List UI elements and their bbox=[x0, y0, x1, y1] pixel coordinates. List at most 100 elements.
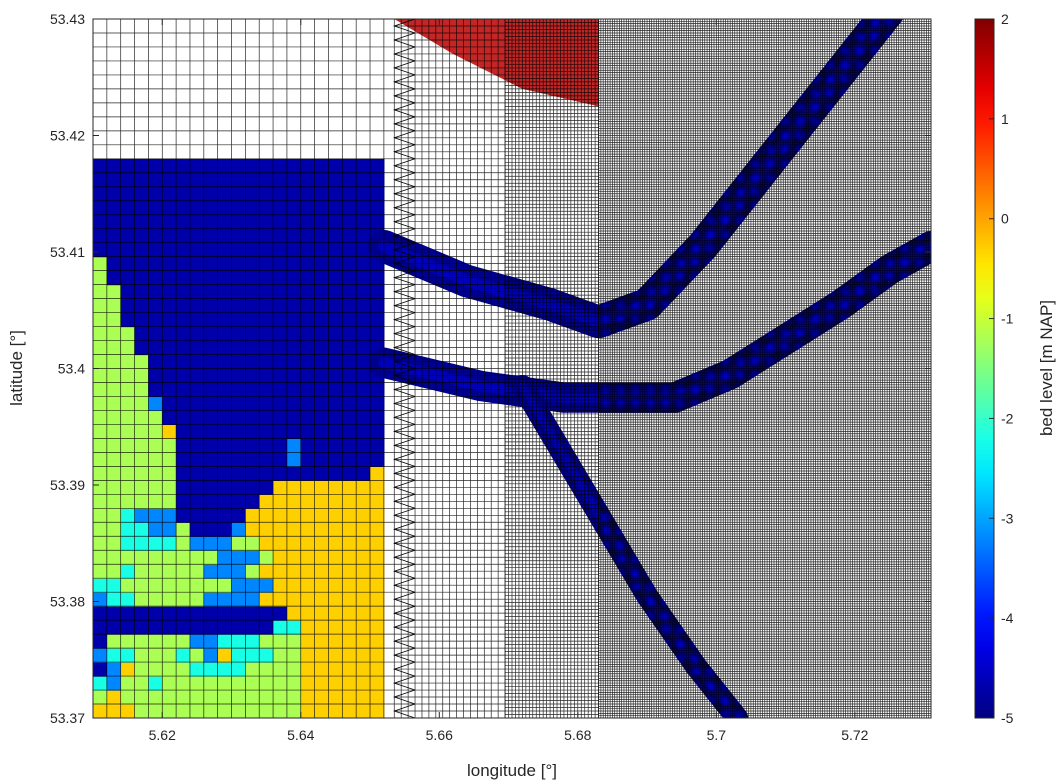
bed-level-cell bbox=[314, 536, 330, 551]
bed-level-cell bbox=[93, 214, 108, 230]
bed-level-cell bbox=[203, 522, 219, 537]
bed-level-cell bbox=[231, 410, 246, 426]
bed-level-cell bbox=[356, 312, 371, 328]
bed-level-cell bbox=[342, 340, 357, 356]
bed-level-cell bbox=[231, 200, 246, 216]
bed-level-cell bbox=[134, 242, 149, 258]
bed-level-cell bbox=[93, 438, 108, 453]
bed-level-cell bbox=[106, 606, 122, 621]
bed-level-cell bbox=[93, 186, 108, 202]
bed-level-cell bbox=[300, 312, 316, 328]
bed-level-cell bbox=[328, 368, 343, 384]
bed-level-cell bbox=[189, 200, 205, 216]
bed-level-cell bbox=[259, 256, 274, 272]
bed-level-cell bbox=[356, 298, 371, 314]
bed-level-cell bbox=[328, 186, 343, 202]
bed-level-cell bbox=[217, 536, 233, 551]
bed-level-cell bbox=[286, 424, 302, 439]
bed-level-cell bbox=[286, 648, 302, 663]
bed-level-cell bbox=[106, 578, 122, 593]
bed-level-cell bbox=[300, 158, 316, 174]
bed-level-cell bbox=[342, 564, 357, 579]
bed-level-cell bbox=[203, 648, 219, 663]
bed-level-cell bbox=[189, 298, 205, 314]
bed-level-cell bbox=[300, 508, 316, 523]
bed-level-cell bbox=[286, 186, 302, 202]
bed-level-cell bbox=[106, 312, 122, 328]
mesh-zone bbox=[598, 19, 931, 718]
bed-level-cell bbox=[300, 634, 316, 649]
bed-level-cell bbox=[356, 200, 371, 216]
bed-level-cell bbox=[120, 242, 136, 258]
colorbar-tick-label: -2 bbox=[1001, 410, 1014, 426]
bed-level-cell bbox=[106, 382, 122, 398]
bed-level-cell bbox=[106, 228, 122, 244]
bed-level-cell bbox=[203, 298, 219, 314]
bed-level-cell bbox=[259, 340, 274, 356]
bed-level-cell bbox=[356, 466, 371, 481]
bed-level-cell bbox=[300, 620, 316, 635]
bed-level-cell bbox=[162, 214, 177, 230]
bed-level-cell bbox=[231, 214, 246, 230]
bed-level-cell bbox=[106, 592, 122, 607]
bed-level-cell bbox=[176, 200, 191, 216]
bed-level-cell bbox=[231, 382, 246, 398]
bed-level-cell bbox=[217, 396, 233, 412]
x-tick-label: 5.64 bbox=[287, 727, 314, 743]
bed-level-cell bbox=[245, 592, 260, 607]
bed-level-cell bbox=[314, 564, 330, 579]
bed-level-cell bbox=[273, 592, 288, 607]
bed-level-cell bbox=[286, 480, 302, 495]
bed-level-cell bbox=[176, 242, 191, 258]
bed-level-cell bbox=[300, 172, 316, 188]
bed-level-cell bbox=[245, 536, 260, 551]
bed-level-cell bbox=[314, 368, 330, 384]
bed-level-cell bbox=[176, 270, 191, 286]
bed-level-cell bbox=[328, 270, 343, 286]
bed-level-cell bbox=[273, 606, 288, 621]
bed-level-cell bbox=[231, 256, 246, 272]
bed-level-cell bbox=[120, 508, 136, 523]
bed-level-cell bbox=[356, 424, 371, 439]
bed-level-cell bbox=[217, 214, 233, 230]
bed-level-cell bbox=[356, 508, 371, 523]
bed-level-cell bbox=[328, 620, 343, 635]
bed-level-cell bbox=[134, 564, 149, 579]
bed-level-cell bbox=[217, 704, 233, 718]
bed-level-cell bbox=[370, 648, 385, 663]
bed-level-cell bbox=[148, 312, 163, 328]
bed-level-cell bbox=[273, 186, 288, 202]
bed-level-cell bbox=[162, 606, 177, 621]
bed-level-cell bbox=[176, 438, 191, 453]
bed-level-cell bbox=[356, 396, 371, 412]
bed-level-cell bbox=[314, 256, 330, 272]
bed-level-cell bbox=[162, 228, 177, 244]
bed-level-cell bbox=[93, 340, 108, 356]
bed-level-cell bbox=[342, 536, 357, 551]
bed-level-cell bbox=[231, 480, 246, 495]
bed-level-cell bbox=[356, 634, 371, 649]
bed-level-cell bbox=[93, 382, 108, 398]
bed-level-cell bbox=[245, 256, 260, 272]
bed-level-cell bbox=[370, 410, 385, 426]
bed-level-cell bbox=[120, 550, 136, 565]
bed-level-cell bbox=[93, 200, 108, 216]
bed-level-cell bbox=[370, 480, 385, 495]
bed-level-cell bbox=[342, 284, 357, 300]
bed-level-cell bbox=[245, 284, 260, 300]
bed-level-cell bbox=[314, 438, 330, 453]
bed-level-cell bbox=[286, 578, 302, 593]
colorbar-tick-label: 2 bbox=[1001, 11, 1009, 27]
bed-level-cell bbox=[189, 396, 205, 412]
bed-level-cell bbox=[134, 676, 149, 691]
bed-level-cell bbox=[231, 396, 246, 412]
computational-mesh bbox=[93, 19, 931, 718]
bed-level-cell bbox=[120, 382, 136, 398]
bed-level-cell bbox=[176, 186, 191, 202]
bed-level-cell bbox=[134, 634, 149, 649]
bed-level-cell bbox=[259, 676, 274, 691]
bed-level-cell bbox=[342, 242, 357, 258]
bed-level-cell bbox=[203, 228, 219, 244]
bed-level-cell bbox=[259, 396, 274, 412]
bed-level-cell bbox=[314, 340, 330, 356]
